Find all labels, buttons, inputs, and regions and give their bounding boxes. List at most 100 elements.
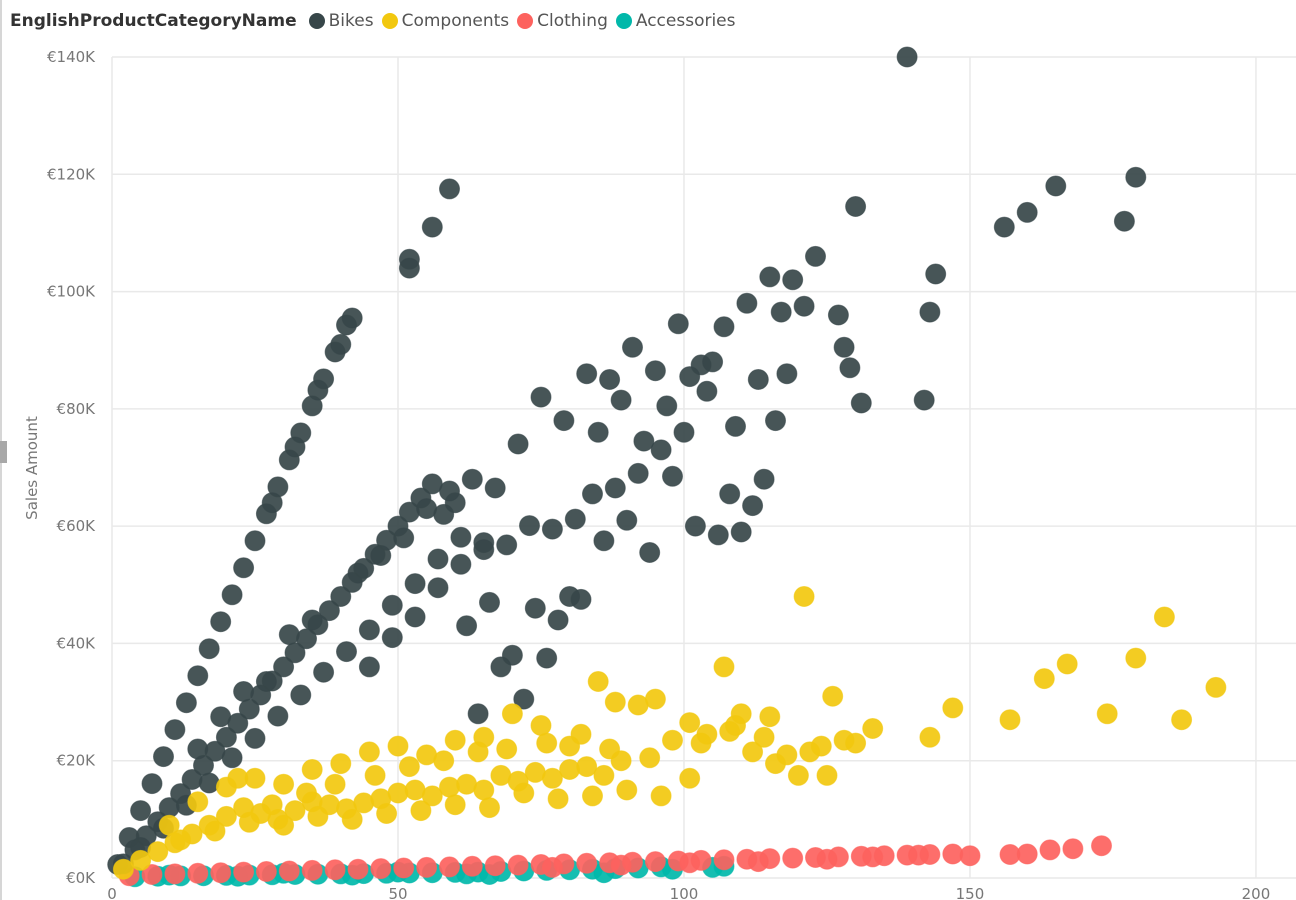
data-point-components[interactable] xyxy=(444,794,466,816)
data-point-bikes[interactable] xyxy=(175,692,197,714)
data-point-bikes[interactable] xyxy=(604,477,626,499)
data-point-bikes[interactable] xyxy=(484,477,506,499)
data-point-bikes[interactable] xyxy=(290,684,312,706)
data-point-components[interactable] xyxy=(679,767,701,789)
data-point-clothing[interactable] xyxy=(644,851,666,873)
data-point-bikes[interactable] xyxy=(439,480,460,502)
data-point-clothing[interactable] xyxy=(461,855,483,877)
data-point-bikes[interactable] xyxy=(919,301,941,323)
data-point-components[interactable] xyxy=(358,741,380,763)
data-point-clothing[interactable] xyxy=(233,861,255,883)
data-point-bikes[interactable] xyxy=(467,703,489,725)
data-point-bikes[interactable] xyxy=(913,389,935,411)
data-point-clothing[interactable] xyxy=(393,857,415,879)
data-point-components[interactable] xyxy=(725,715,746,736)
data-point-bikes[interactable] xyxy=(284,436,306,458)
data-point-components[interactable] xyxy=(816,764,838,786)
data-point-components[interactable] xyxy=(644,688,666,710)
data-point-bikes[interactable] xyxy=(656,395,678,417)
data-point-components[interactable] xyxy=(1205,676,1227,698)
data-point-clothing[interactable] xyxy=(301,859,323,881)
data-point-components[interactable] xyxy=(204,820,226,842)
data-point-clothing[interactable] xyxy=(164,863,186,885)
data-point-bikes[interactable] xyxy=(530,386,552,408)
data-point-clothing[interactable] xyxy=(484,855,506,877)
data-point-bikes[interactable] xyxy=(610,389,632,411)
data-point-bikes[interactable] xyxy=(713,316,735,338)
data-point-clothing[interactable] xyxy=(576,852,598,874)
data-point-bikes[interactable] xyxy=(627,462,649,484)
data-point-components[interactable] xyxy=(307,805,329,827)
data-point-clothing[interactable] xyxy=(324,859,346,881)
data-point-components[interactable] xyxy=(604,691,626,713)
data-point-bikes[interactable] xyxy=(450,553,472,575)
data-point-bikes[interactable] xyxy=(547,609,569,631)
data-point-components[interactable] xyxy=(158,814,180,836)
data-point-bikes[interactable] xyxy=(416,498,438,520)
data-point-clothing[interactable] xyxy=(782,847,804,869)
data-point-bikes[interactable] xyxy=(582,483,603,505)
data-point-components[interactable] xyxy=(398,756,420,778)
data-point-components[interactable] xyxy=(599,738,621,760)
data-point-components[interactable] xyxy=(541,767,563,789)
data-point-components[interactable] xyxy=(919,726,941,748)
data-point-clothing[interactable] xyxy=(507,854,529,876)
data-point-clothing[interactable] xyxy=(439,856,460,878)
data-point-bikes[interactable] xyxy=(461,468,483,490)
data-point-bikes[interactable] xyxy=(827,304,849,326)
data-point-bikes[interactable] xyxy=(541,518,563,540)
data-point-bikes[interactable] xyxy=(513,688,535,710)
data-point-bikes[interactable] xyxy=(330,586,352,607)
data-point-bikes[interactable] xyxy=(1125,166,1147,188)
data-point-bikes[interactable] xyxy=(576,363,598,385)
data-point-bikes[interactable] xyxy=(450,526,472,548)
data-point-bikes[interactable] xyxy=(278,624,300,646)
data-point-components[interactable] xyxy=(238,811,260,833)
data-point-bikes[interactable] xyxy=(153,746,174,768)
data-point-components[interactable] xyxy=(187,791,209,813)
data-point-bikes[interactable] xyxy=(370,545,392,566)
data-point-components[interactable] xyxy=(410,800,432,822)
data-point-components[interactable] xyxy=(822,685,844,707)
data-point-components[interactable] xyxy=(679,712,701,734)
data-point-bikes[interactable] xyxy=(187,738,209,760)
data-point-bikes[interactable] xyxy=(753,468,775,490)
data-point-bikes[interactable] xyxy=(1016,201,1038,223)
data-point-bikes[interactable] xyxy=(770,301,792,323)
data-point-bikes[interactable] xyxy=(307,379,329,401)
data-point-bikes[interactable] xyxy=(599,369,621,390)
data-point-bikes[interactable] xyxy=(845,196,867,217)
data-point-bikes[interactable] xyxy=(742,495,764,517)
data-point-bikes[interactable] xyxy=(725,415,746,437)
data-point-components[interactable] xyxy=(112,858,134,880)
data-point-components[interactable] xyxy=(364,764,386,786)
data-point-clothing[interactable] xyxy=(278,860,300,882)
data-point-components[interactable] xyxy=(559,759,581,780)
data-point-bikes[interactable] xyxy=(496,534,518,556)
data-point-bikes[interactable] xyxy=(404,573,426,595)
data-point-bikes[interactable] xyxy=(782,269,804,291)
data-point-components[interactable] xyxy=(593,764,615,786)
data-point-bikes[interactable] xyxy=(313,661,335,683)
data-point-components[interactable] xyxy=(284,800,306,822)
data-point-bikes[interactable] xyxy=(896,46,918,68)
data-point-bikes[interactable] xyxy=(667,313,689,335)
data-point-components[interactable] xyxy=(444,729,466,751)
data-point-bikes[interactable] xyxy=(421,216,443,238)
data-point-clothing[interactable] xyxy=(541,856,563,878)
data-point-components[interactable] xyxy=(810,735,832,757)
data-point-bikes[interactable] xyxy=(427,577,449,599)
data-point-bikes[interactable] xyxy=(130,800,152,822)
data-point-components[interactable] xyxy=(147,841,169,863)
data-point-bikes[interactable] xyxy=(650,439,672,461)
legend-item-bikes[interactable]: Bikes xyxy=(308,11,374,31)
data-point-components[interactable] xyxy=(170,829,192,851)
data-point-clothing[interactable] xyxy=(370,858,392,880)
data-point-bikes[interactable] xyxy=(215,726,237,748)
data-point-components[interactable] xyxy=(439,776,460,798)
data-point-bikes[interactable] xyxy=(318,600,340,622)
data-point-components[interactable] xyxy=(582,785,603,807)
data-point-bikes[interactable] xyxy=(164,719,186,741)
data-point-components[interactable] xyxy=(261,794,283,816)
data-point-components[interactable] xyxy=(1125,647,1147,669)
